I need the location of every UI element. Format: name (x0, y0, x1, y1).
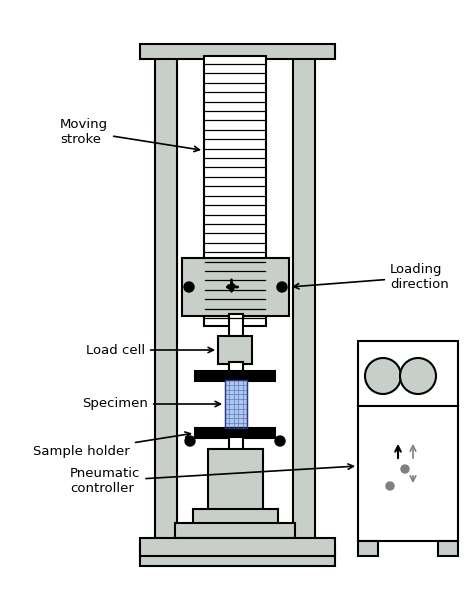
Text: Load cell: Load cell (86, 344, 213, 356)
Bar (195, 428, 275, 438)
Text: Specimen: Specimen (82, 398, 220, 410)
Bar (225, 380, 247, 428)
Bar (293, 56, 315, 556)
Circle shape (184, 282, 194, 292)
Bar (229, 362, 243, 374)
Bar (218, 336, 252, 364)
Bar (140, 538, 335, 556)
Bar (358, 541, 378, 556)
Text: Loading
direction: Loading direction (293, 263, 449, 291)
Bar (155, 56, 177, 556)
Circle shape (185, 436, 195, 446)
Bar (140, 546, 335, 566)
Bar (140, 44, 335, 59)
Bar (195, 371, 275, 381)
Bar (229, 437, 243, 451)
Bar (358, 341, 458, 541)
Bar (225, 380, 247, 428)
Bar (208, 449, 263, 511)
Circle shape (386, 482, 394, 490)
Circle shape (400, 358, 436, 394)
Bar (193, 509, 278, 524)
Circle shape (401, 465, 409, 473)
Bar (204, 56, 266, 326)
Circle shape (277, 282, 287, 292)
Circle shape (275, 436, 285, 446)
Circle shape (365, 358, 401, 394)
Text: Sample holder: Sample holder (33, 432, 191, 458)
Bar (438, 541, 458, 556)
Bar (182, 258, 289, 316)
Bar (175, 523, 295, 538)
Text: Moving
stroke: Moving stroke (60, 118, 200, 152)
Text: Pneumatic
controller: Pneumatic controller (70, 464, 353, 495)
Bar (229, 314, 243, 336)
